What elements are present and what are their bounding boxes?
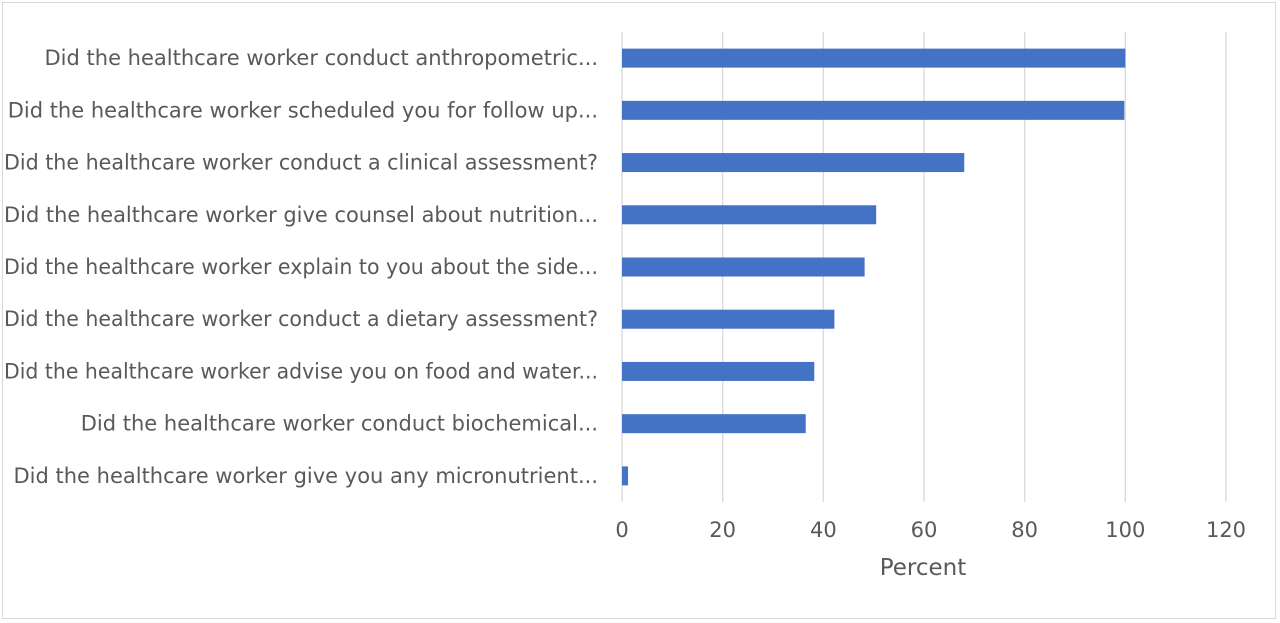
x-axis-title: Percent xyxy=(880,555,967,581)
category-label: Did the healthcare worker scheduled you … xyxy=(8,98,598,122)
category-labels: Did the healthcare worker conduct anthro… xyxy=(4,46,598,488)
x-tick-label: 80 xyxy=(1011,518,1038,542)
bar xyxy=(622,48,1126,68)
category-label: Did the healthcare worker conduct a clin… xyxy=(4,151,598,175)
x-tick-label: 40 xyxy=(810,518,837,542)
category-label: Did the healthcare worker give you any m… xyxy=(13,464,598,488)
category-label: Did the healthcare worker explain to you… xyxy=(4,255,598,279)
bar xyxy=(622,205,877,225)
bar xyxy=(622,257,865,277)
bar xyxy=(622,361,815,381)
category-label: Did the healthcare worker conduct anthro… xyxy=(45,46,598,70)
bar xyxy=(622,153,965,173)
bar xyxy=(622,100,1125,120)
x-tick-label: 120 xyxy=(1206,518,1246,542)
x-tick-label: 0 xyxy=(615,518,628,542)
x-tick-label: 100 xyxy=(1105,518,1145,542)
bar xyxy=(622,414,806,434)
x-tick-label: 60 xyxy=(911,518,938,542)
category-label: Did the healthcare worker give counsel a… xyxy=(4,203,598,227)
category-label: Did the healthcare worker advise you on … xyxy=(4,359,598,383)
category-label: Did the healthcare worker conduct a diet… xyxy=(4,307,598,331)
bar xyxy=(622,309,835,329)
category-label: Did the healthcare worker conduct bioche… xyxy=(81,412,598,436)
x-tick-label: 20 xyxy=(709,518,736,542)
bar xyxy=(622,466,629,486)
bars xyxy=(622,48,1126,486)
x-tick-labels: 0 20 40 60 80 100 120 xyxy=(615,518,1246,542)
